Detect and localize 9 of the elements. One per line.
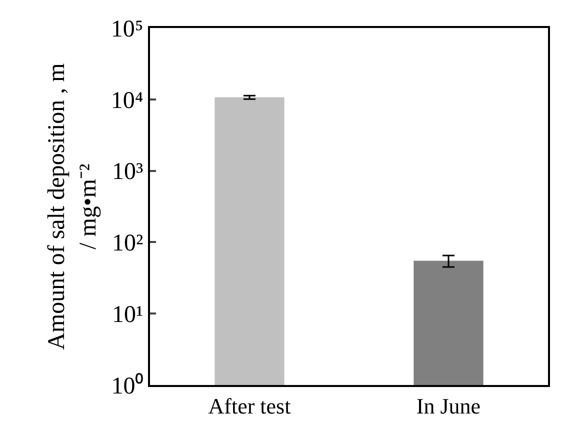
x-tick-label: After test bbox=[208, 393, 291, 418]
y-tick-label: 10⁰ bbox=[111, 372, 144, 400]
x-tick-label: In June bbox=[416, 393, 481, 418]
y-tick-label: 10⁵ bbox=[110, 16, 144, 42]
y-tick-label: 10¹ bbox=[112, 302, 144, 328]
y-axis-title: Amount of salt deposition , m / mg•m⁻² bbox=[44, 62, 102, 350]
y-tick-label: 10³ bbox=[112, 159, 144, 186]
y-tick-label: 10⁴ bbox=[110, 88, 144, 114]
y-tick-label: 10² bbox=[112, 230, 144, 257]
